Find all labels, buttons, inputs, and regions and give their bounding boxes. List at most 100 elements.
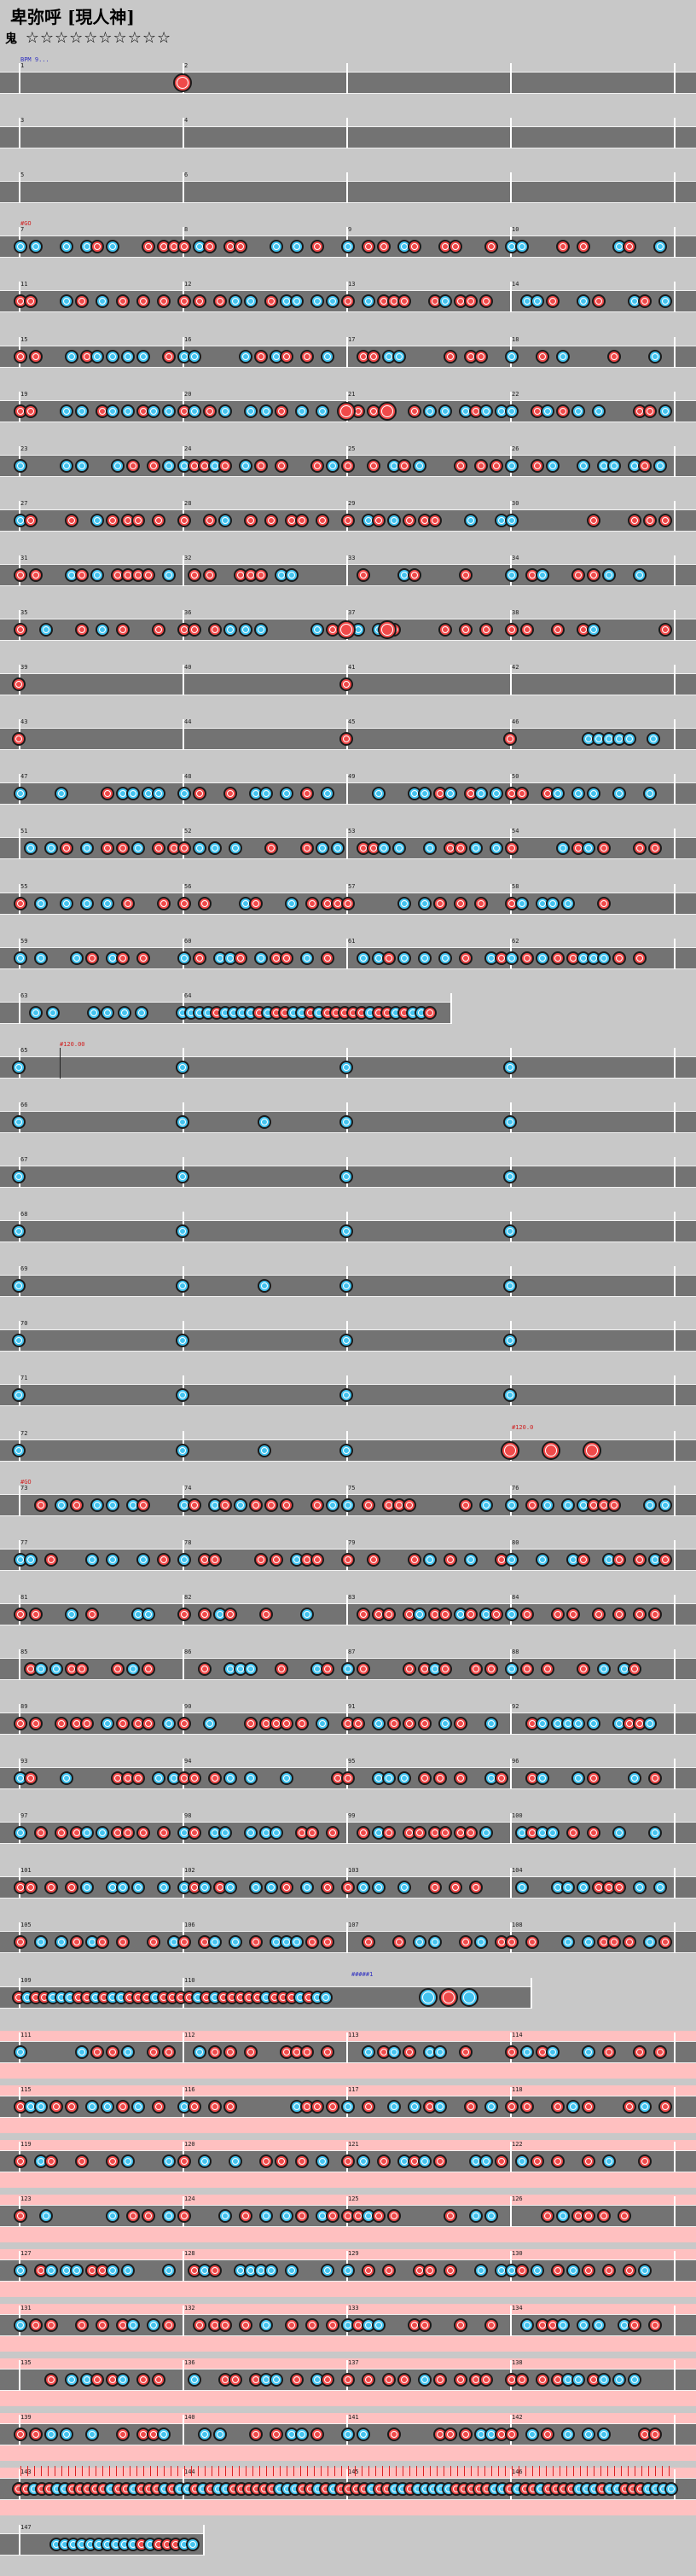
measure-number: 112 xyxy=(184,2031,195,2038)
ka-note xyxy=(566,2264,580,2277)
lane-border xyxy=(0,1001,452,1003)
event-tick xyxy=(27,2466,28,2477)
measure-number: 127 xyxy=(20,2250,32,2257)
lane-border xyxy=(0,454,696,456)
ka-note xyxy=(285,2264,299,2277)
don-note xyxy=(326,2208,339,2223)
ka-note xyxy=(106,240,119,254)
measure-number: 110 xyxy=(184,1976,195,1984)
don-note xyxy=(136,294,150,309)
don-note xyxy=(459,623,473,637)
bpm-event: #120.00 xyxy=(60,1040,85,1048)
barline xyxy=(346,938,348,969)
event-tick xyxy=(232,2466,233,2477)
lane-border xyxy=(0,1077,696,1079)
ka-note xyxy=(229,2154,242,2168)
event-tick xyxy=(450,2466,451,2477)
ka-note xyxy=(357,2154,370,2168)
lane-border xyxy=(0,782,696,784)
ka-note xyxy=(438,404,452,418)
barline xyxy=(674,1539,676,1571)
don-note xyxy=(280,951,293,965)
don-note xyxy=(454,1717,467,1730)
chart-row: 115 116 117 118 xyxy=(0,2084,696,2138)
don-note xyxy=(208,1771,222,1786)
don-note xyxy=(403,1717,416,1730)
don-note xyxy=(34,1497,48,1512)
lane-border xyxy=(0,673,696,675)
ka-note xyxy=(357,951,370,965)
don-note xyxy=(505,2099,519,2114)
ka-note xyxy=(438,1717,452,1730)
event-tick xyxy=(375,2466,376,2477)
don-note xyxy=(234,240,247,254)
lane-border xyxy=(0,2007,532,2009)
lane-border xyxy=(0,1767,696,1769)
measure-number: 18 xyxy=(512,335,519,343)
lane-border xyxy=(0,640,696,641)
don-note xyxy=(454,896,467,910)
ka-note xyxy=(176,1443,189,1457)
ka-note xyxy=(14,458,27,473)
don-note xyxy=(213,294,227,309)
event-tick xyxy=(157,2466,158,2477)
ka-note xyxy=(244,294,258,309)
chart-row: 73 74 75 76 #GO xyxy=(0,1479,696,1537)
measure-number: 75 xyxy=(348,1484,356,1492)
don-note xyxy=(310,2099,324,2114)
don-note xyxy=(116,2099,130,2114)
don-note xyxy=(490,458,503,473)
lane-border xyxy=(0,1351,696,1352)
bpm-event: #####1 xyxy=(351,1970,374,1978)
measure-number: 91 xyxy=(348,1703,356,1710)
chart-row: 93 94 95 96 xyxy=(0,1755,696,1810)
don-note xyxy=(65,513,78,527)
barline xyxy=(346,555,348,586)
don-note xyxy=(203,240,217,254)
measure-number: 21 xyxy=(348,390,356,398)
measure-number: 53 xyxy=(348,828,356,835)
don-note xyxy=(577,1661,590,1676)
don-note xyxy=(623,2099,636,2114)
lane-border xyxy=(0,399,696,401)
measure-number: 29 xyxy=(348,499,356,507)
ka-note xyxy=(505,349,519,363)
barline xyxy=(674,1321,676,1352)
don-note xyxy=(244,2044,258,2059)
ka-note xyxy=(597,1661,611,1676)
don-note xyxy=(341,294,355,309)
measure-number: 50 xyxy=(512,773,519,781)
lane-border xyxy=(0,1493,696,1495)
measure-number: 146 xyxy=(512,2468,523,2476)
measure-number: 25 xyxy=(348,445,356,452)
ka-note xyxy=(647,732,660,747)
chart-row: 131 132 133 134 xyxy=(0,2302,696,2357)
barline xyxy=(674,336,676,368)
ka-note xyxy=(290,240,304,254)
don-note xyxy=(503,732,517,747)
don-note xyxy=(177,896,191,910)
don-note xyxy=(337,401,356,421)
don-note xyxy=(264,1497,278,1512)
measure-number: 33 xyxy=(348,554,356,561)
don-note xyxy=(408,1552,421,1567)
chart-row: 143 144 145 146 xyxy=(0,2466,696,2521)
don-note xyxy=(193,294,206,309)
don-note xyxy=(275,2154,288,2168)
ka-note xyxy=(561,896,575,910)
don-note xyxy=(142,240,155,254)
don-note xyxy=(643,513,657,527)
ka-note xyxy=(515,240,529,254)
event-tick xyxy=(61,2466,62,2477)
don-note xyxy=(444,2208,457,2223)
don-note xyxy=(85,1607,99,1621)
measure-number: 85 xyxy=(20,1648,28,1655)
measure-number: 147 xyxy=(20,2523,32,2531)
lane-border xyxy=(0,1898,696,1899)
event-tick xyxy=(102,2466,103,2477)
measure-number: 65 xyxy=(20,1046,28,1054)
don-note xyxy=(551,951,565,965)
don-note xyxy=(438,1661,452,1676)
ka-note xyxy=(70,951,84,965)
don-note xyxy=(566,1607,580,1621)
